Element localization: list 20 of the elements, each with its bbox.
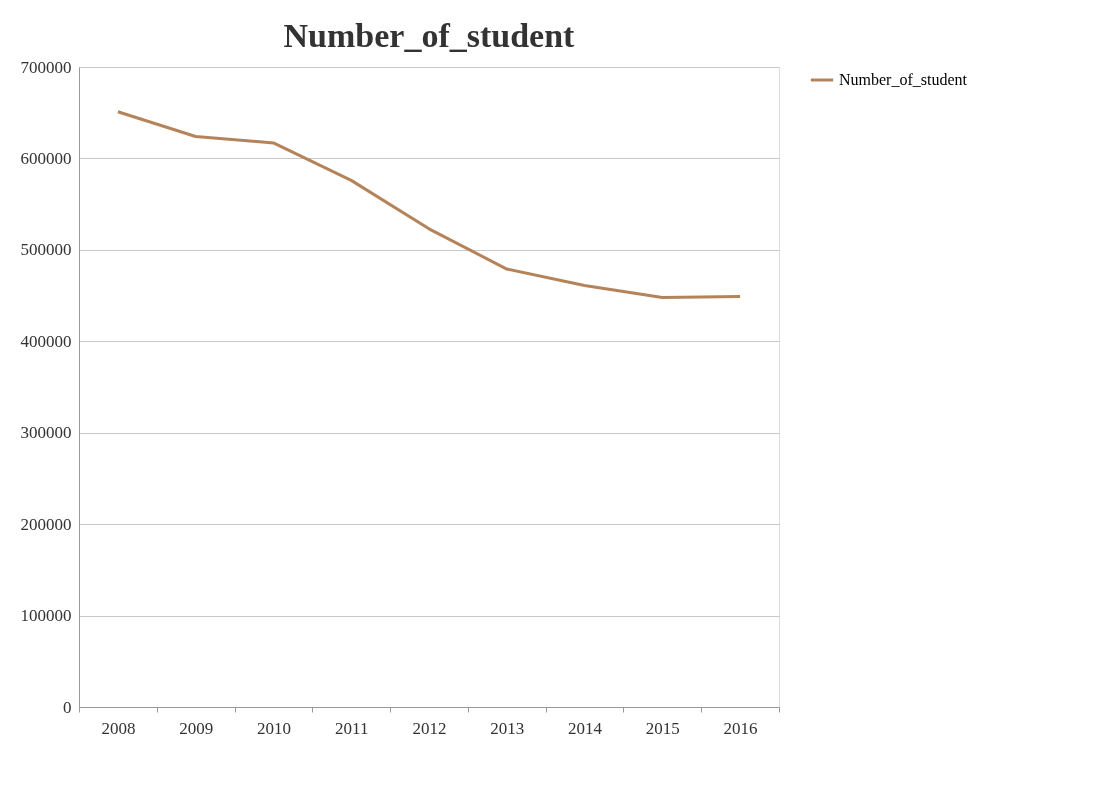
x-tick-label: 2011 (335, 718, 369, 738)
x-tick-label: 2012 (412, 718, 447, 738)
x-tick-label: 2015 (645, 718, 680, 738)
x-tick-label: 2008 (101, 718, 136, 738)
y-tick-label: 100000 (20, 606, 72, 626)
x-tick-label: 2009 (179, 718, 214, 738)
line-series (116, 110, 742, 299)
y-tick-label: 400000 (20, 331, 72, 351)
x-tick-label: 2016 (723, 718, 758, 738)
y-tick-label: 600000 (20, 148, 72, 168)
x-tick-label: 2013 (490, 718, 525, 738)
y-tick-label: 300000 (20, 423, 72, 443)
y-tick-label: 700000 (20, 57, 72, 77)
y-tick-label: 500000 (20, 240, 72, 260)
legend-label: Number_of_student (839, 71, 968, 88)
x-tick-label: 2010 (256, 718, 291, 738)
chart-title: Number_of_student (283, 17, 576, 54)
y-tick-label: 200000 (20, 514, 72, 534)
y-tick-label: 0 (63, 697, 72, 717)
x-tick-label: 2014 (568, 718, 603, 738)
